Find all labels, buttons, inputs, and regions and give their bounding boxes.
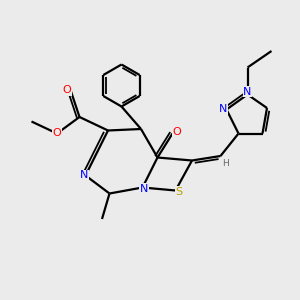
Text: H: H [223,159,229,168]
Text: N: N [80,170,88,181]
Text: O: O [62,85,71,95]
Text: O: O [172,127,182,137]
Text: N: N [243,86,252,97]
Text: S: S [176,187,183,197]
Text: N: N [140,184,148,194]
Text: O: O [52,128,62,139]
Text: N: N [219,104,227,115]
